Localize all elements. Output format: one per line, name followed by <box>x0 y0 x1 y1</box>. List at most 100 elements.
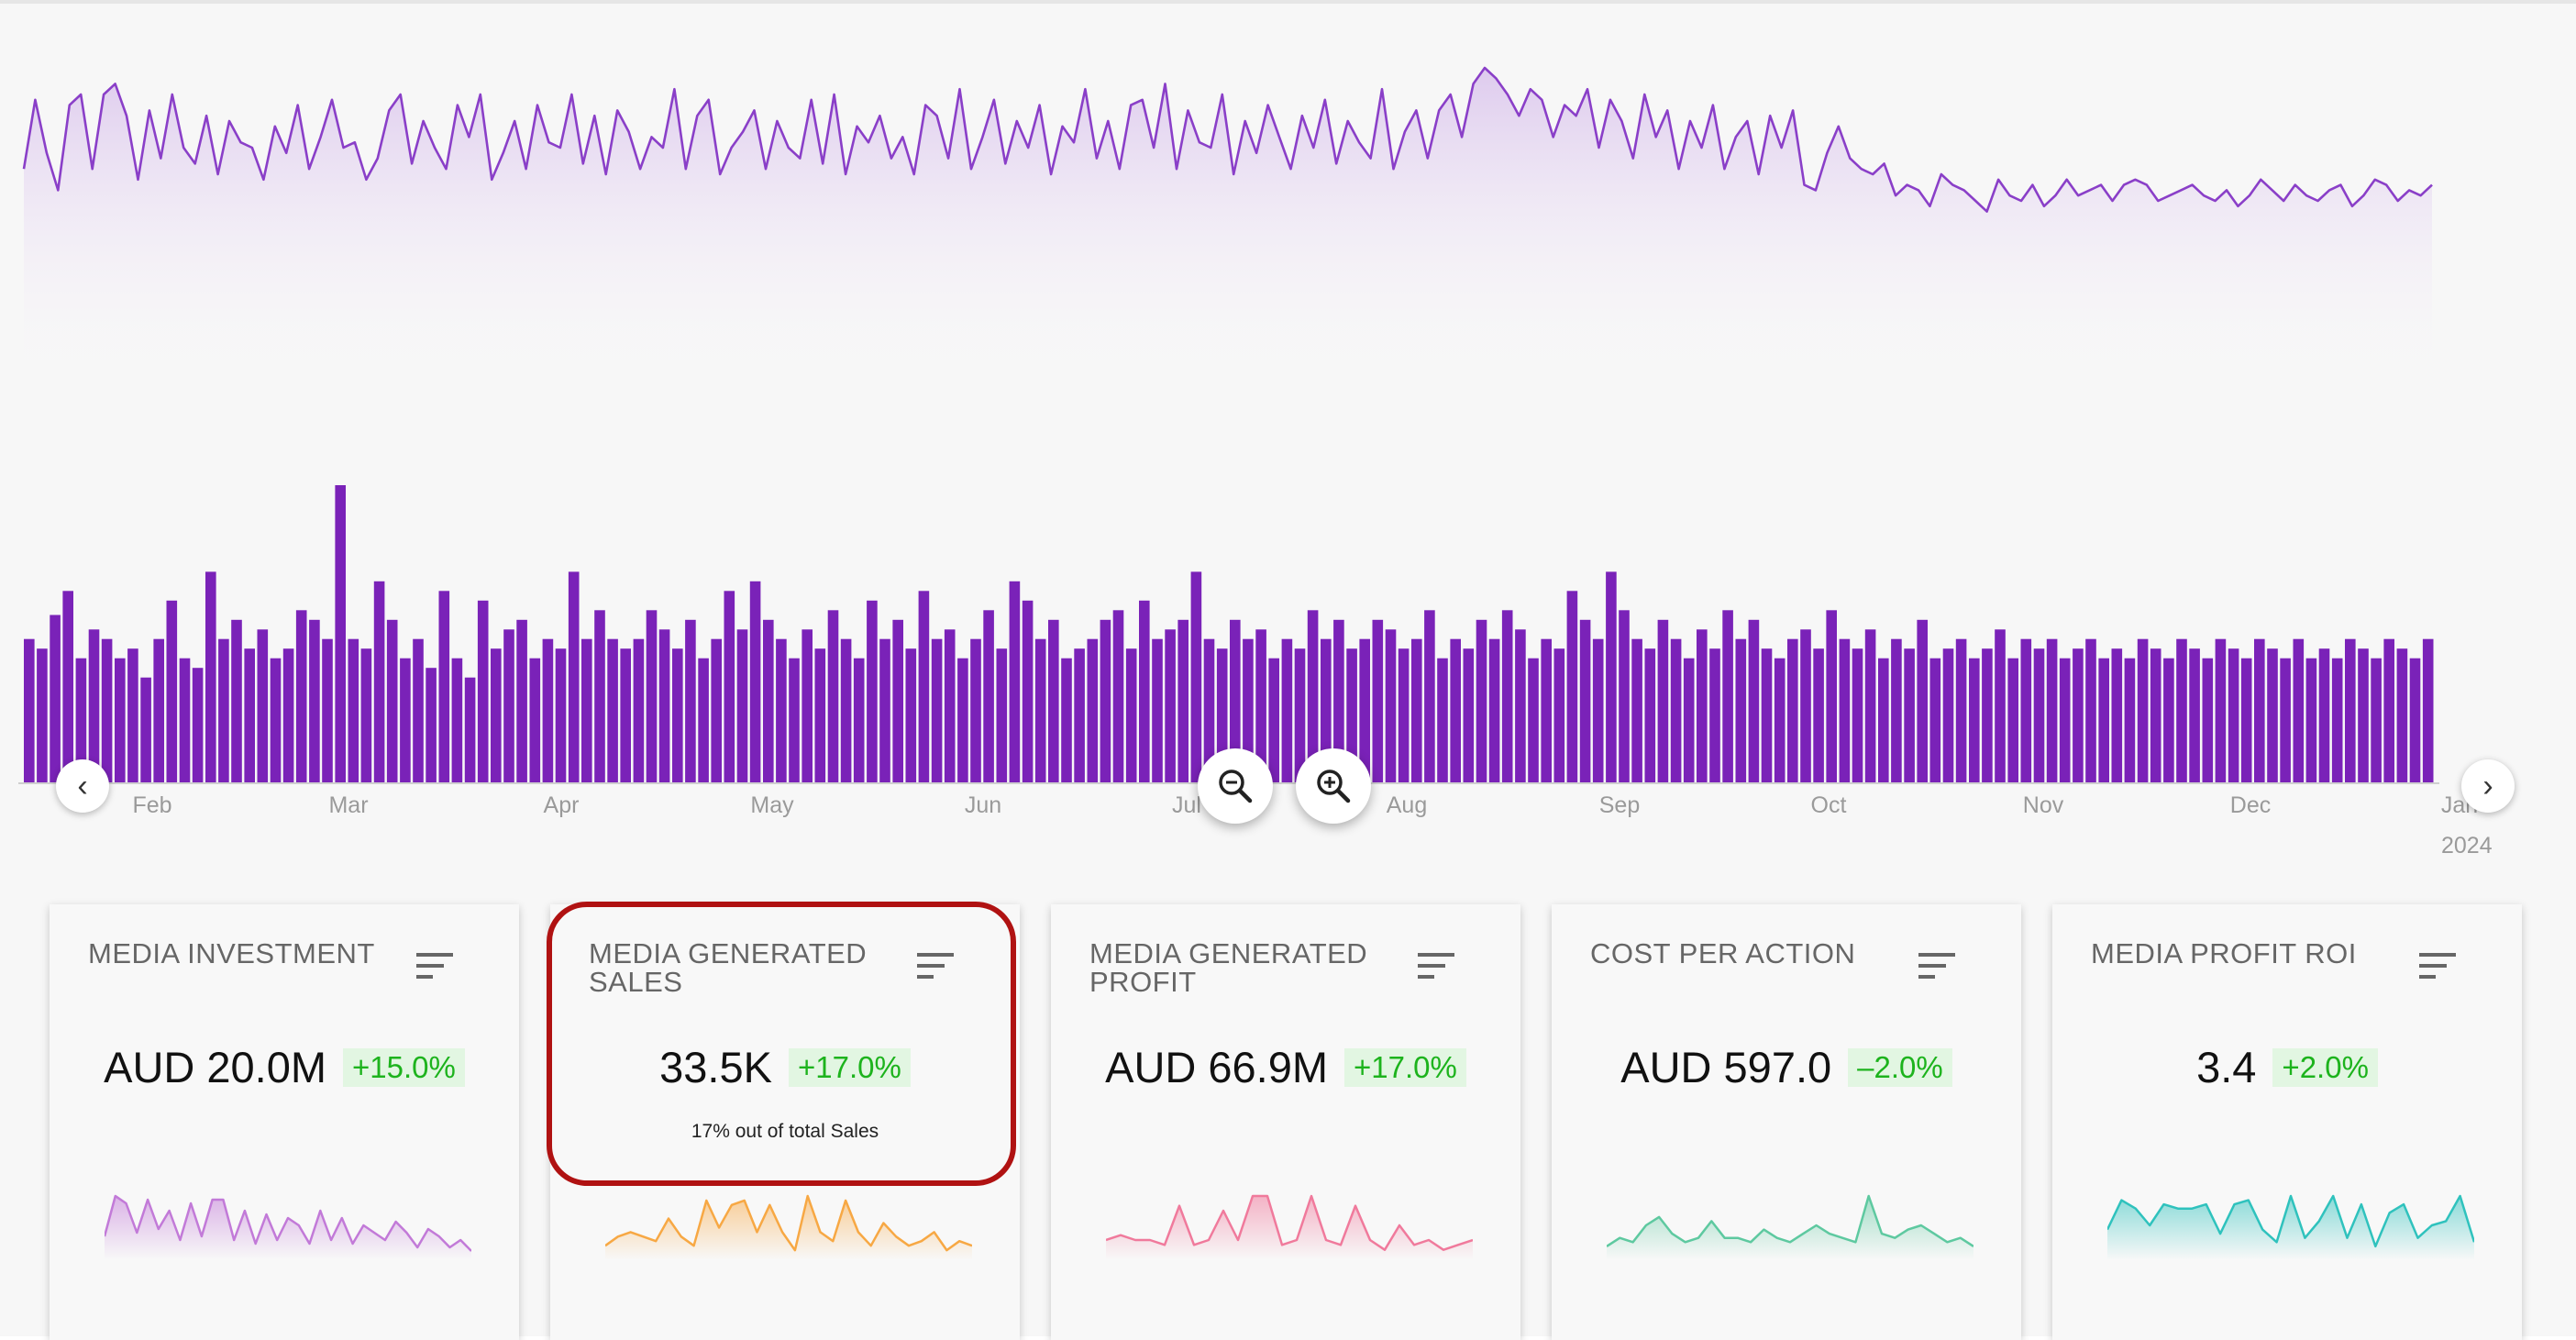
card-media-generated-sales[interactable]: MEDIA GENERATED SALES 33.5K +17.0% 17% o… <box>550 904 1020 1340</box>
bar <box>2163 658 2174 783</box>
bar <box>1592 638 1604 783</box>
bar <box>2189 648 2200 783</box>
bar <box>1203 638 1215 783</box>
bar <box>957 658 968 783</box>
bar <box>451 658 463 783</box>
bar <box>2240 658 2252 783</box>
bar <box>970 638 981 783</box>
bar <box>282 648 294 783</box>
bar <box>2331 658 2343 783</box>
zoom-out-button[interactable] <box>1198 748 1273 824</box>
month-label-dec: Dec <box>2229 792 2272 818</box>
bar <box>1528 658 1539 783</box>
metric-subtext: 17% out of total Sales <box>691 1121 879 1142</box>
sparkline-line <box>1106 1194 1473 1251</box>
bar <box>1553 648 1565 783</box>
bar <box>1891 638 1902 783</box>
sparkline <box>1106 1194 1473 1260</box>
bar <box>2409 658 2421 783</box>
bar <box>1061 658 1072 783</box>
bar <box>2318 648 2330 783</box>
card-media-profit-roi[interactable]: MEDIA PROFIT ROI 3.4 +2.0% <box>2052 904 2522 1340</box>
sparkline <box>105 1194 471 1260</box>
bar <box>464 677 476 783</box>
bar <box>2176 638 2187 783</box>
bar <box>2293 638 2305 783</box>
bar <box>1670 638 1682 783</box>
bar <box>1216 648 1228 783</box>
bar <box>37 648 48 783</box>
bar <box>1826 610 1837 783</box>
bar <box>1697 629 1708 783</box>
month-label-jul: Jul <box>1172 792 1201 818</box>
bar <box>1165 629 1176 783</box>
bar <box>867 600 878 783</box>
metric-value: AUD 66.9M <box>1105 1043 1329 1091</box>
zoom-out-icon <box>1219 770 1253 803</box>
bar <box>244 648 255 783</box>
card-media-generated-profit[interactable]: MEDIA GENERATED PROFIT AUD 66.9M +17.0% <box>1051 904 1520 1340</box>
sort-menu-icon[interactable] <box>1416 950 1456 981</box>
bar <box>905 648 917 783</box>
bar <box>88 629 100 783</box>
bar <box>996 648 1008 783</box>
bar <box>2059 658 2071 783</box>
bar <box>1813 648 1824 783</box>
month-label-feb: Feb <box>132 792 172 818</box>
sort-menu-icon[interactable] <box>2417 950 2458 981</box>
bar <box>1541 638 1552 783</box>
bar <box>1515 629 1526 783</box>
bar <box>360 648 372 783</box>
metric-value: AUD 20.0M <box>104 1043 327 1091</box>
month-label-oct: Oct <box>1810 792 1847 818</box>
card-cost-per-action[interactable]: COST PER ACTION AUD 597.0 –2.0% <box>1552 904 2021 1340</box>
bar <box>2371 658 2382 783</box>
change-badge: +2.0% <box>2272 1047 2378 1087</box>
card-title: MEDIA GENERATED SALES <box>589 937 868 998</box>
bar <box>1307 610 1319 783</box>
bar <box>607 638 618 783</box>
bar <box>2073 648 2084 783</box>
bar <box>140 677 151 783</box>
bar <box>1268 658 1279 783</box>
card-title: COST PER ACTION <box>1590 937 1856 969</box>
bar <box>568 571 580 783</box>
sort-menu-icon[interactable] <box>915 950 956 981</box>
bar <box>853 658 865 783</box>
bar <box>1463 648 1475 783</box>
bar <box>62 591 73 783</box>
metric-value: AUD 597.0 <box>1620 1043 1832 1091</box>
bar <box>75 658 87 783</box>
sort-menu-icon[interactable] <box>1917 950 1957 981</box>
bar <box>231 619 242 783</box>
bar <box>2020 638 2032 783</box>
bar <box>2150 648 2161 783</box>
card-title: MEDIA INVESTMENT <box>88 937 375 969</box>
bar <box>529 658 541 783</box>
metric-row: AUD 597.0 –2.0% <box>1552 1042 2021 1092</box>
bar <box>1190 571 1202 783</box>
bar <box>1969 658 1980 783</box>
metric-value: 3.4 <box>2196 1043 2257 1091</box>
card-media-investment[interactable]: MEDIA INVESTMENT AUD 20.0M +15.0% <box>50 904 519 1340</box>
bar <box>840 638 852 783</box>
bar <box>620 648 631 783</box>
card-title: MEDIA PROFIT ROI <box>2091 937 2357 969</box>
bar <box>1929 658 1941 783</box>
bar <box>477 600 489 783</box>
month-label-apr: Apr <box>543 792 580 818</box>
timeline-prev-button[interactable]: ‹ <box>56 759 109 813</box>
zoom-in-button[interactable] <box>1296 748 1371 824</box>
sort-menu-icon[interactable] <box>415 950 455 981</box>
bar <box>1709 648 1720 783</box>
bar <box>1087 638 1099 783</box>
bar <box>2267 648 2278 783</box>
bar <box>115 658 126 783</box>
bar <box>749 581 761 783</box>
bar <box>2396 648 2408 783</box>
bar <box>257 629 269 783</box>
bar <box>555 648 567 783</box>
sparkline-fill <box>2107 1196 2474 1260</box>
timeline-next-button[interactable]: › <box>2461 759 2515 813</box>
bar <box>1385 629 1397 783</box>
